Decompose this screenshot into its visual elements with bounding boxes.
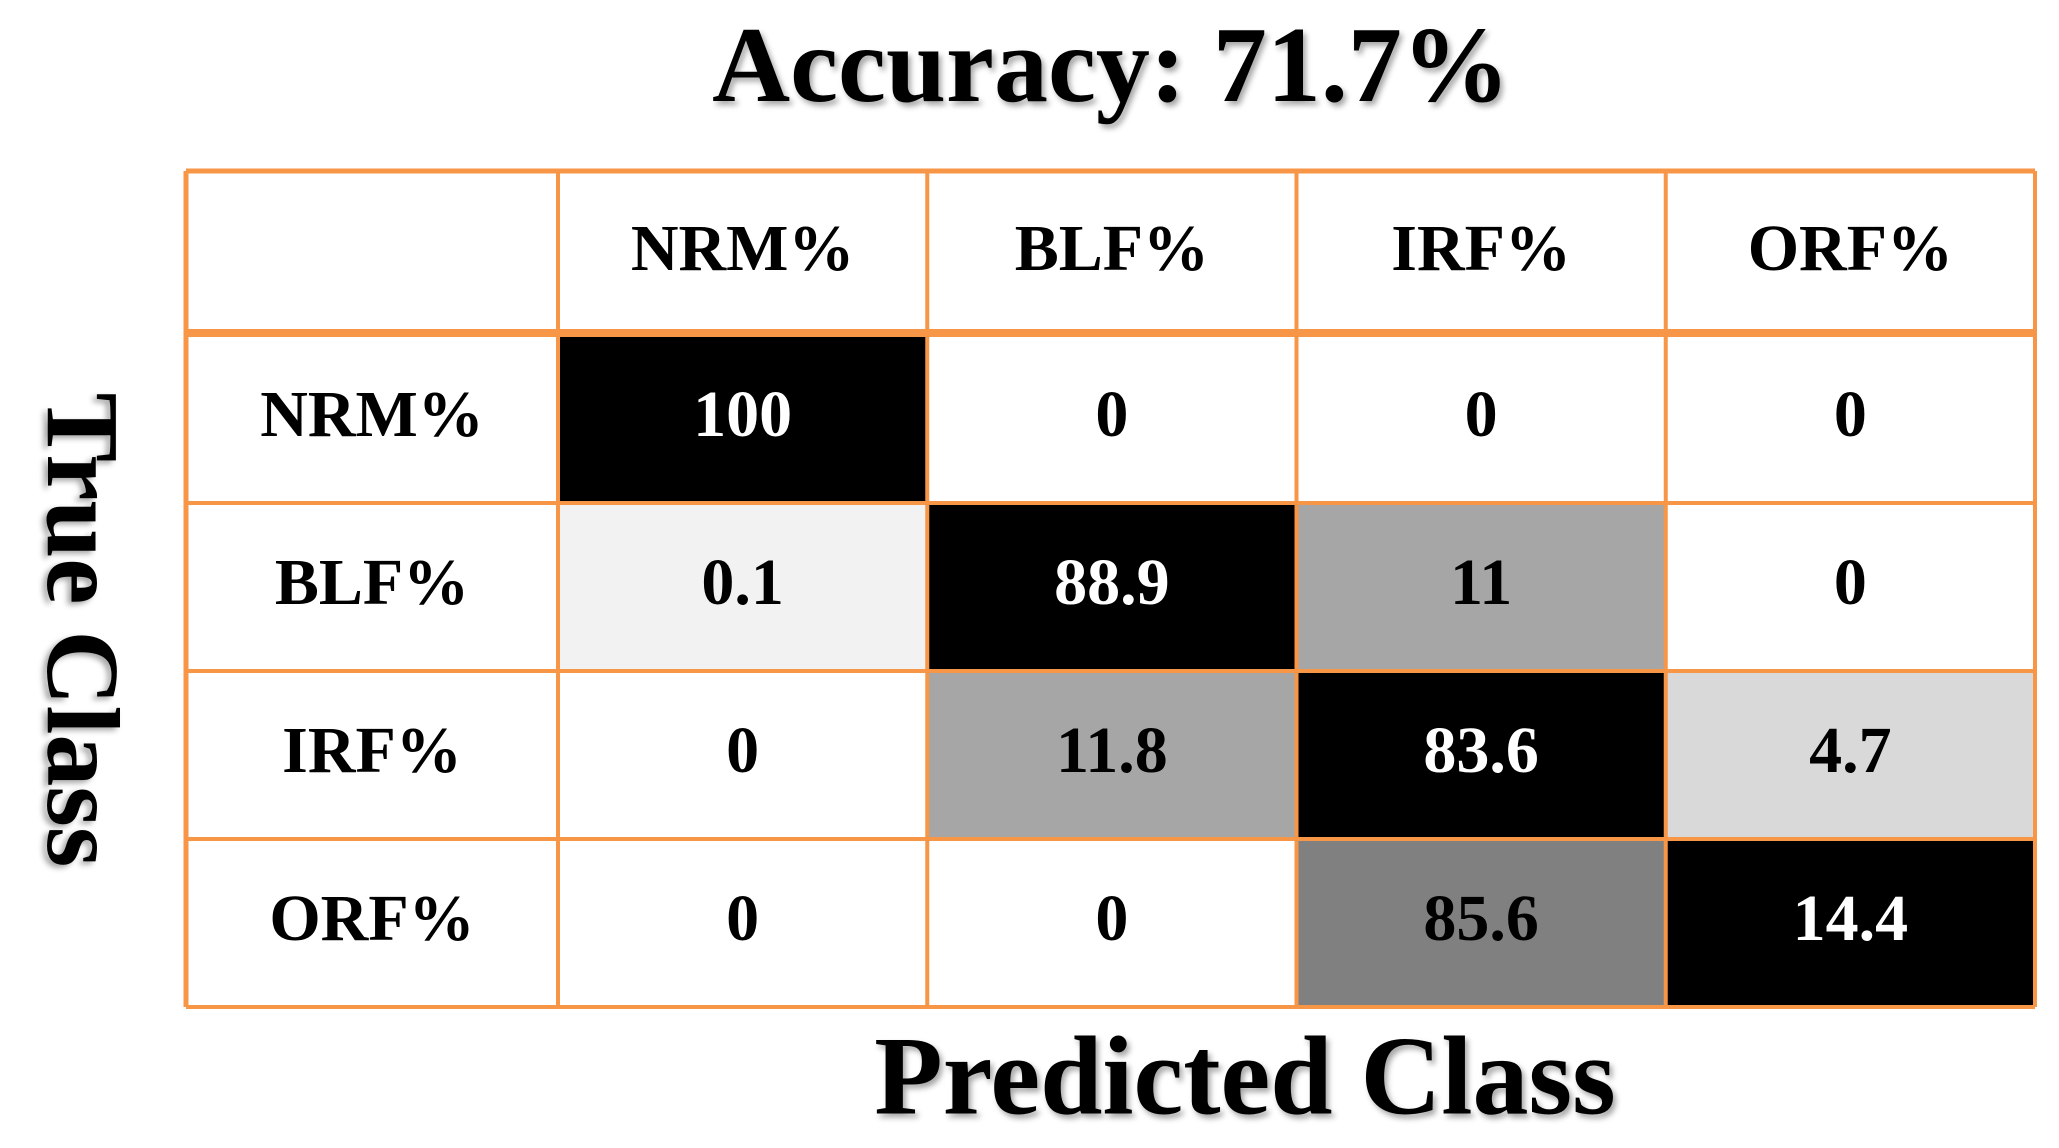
row-header: NRM% [260,378,484,451]
column-header: IRF% [1391,212,1571,285]
cell [1665,503,2035,671]
cell-label: 0 [726,882,759,955]
y-axis-label: True Class [25,393,140,868]
column-header: ORF% [1748,212,1953,285]
cell [927,839,1297,1007]
cell-label: 0 [1834,546,1867,619]
x-axis-label: Predicted Class [874,1015,1615,1139]
cell-label: 88.9 [1054,546,1170,619]
cell-label: 83.6 [1423,714,1539,787]
cell-label: 4.7 [1809,714,1892,787]
cell-label: 0 [1834,378,1867,451]
cell [1665,839,2035,1007]
cell [927,503,1297,671]
cell [1296,503,1666,671]
row-header: ORF% [269,882,474,955]
cell [558,503,928,671]
cell [1296,839,1666,1007]
column-header: NRM% [631,212,855,285]
column-header: BLF% [1015,212,1209,285]
cell-label: 11 [1450,546,1512,619]
cell-label: 0 [1095,378,1128,451]
cell [1296,335,1666,503]
cell [558,671,928,839]
cell-label: 0.1 [701,546,784,619]
row-header: IRF% [282,714,462,787]
cell [558,335,928,503]
cell-label: 14.4 [1793,882,1909,955]
cell [927,335,1297,503]
cell-label: 11.8 [1056,714,1168,787]
cell [558,839,928,1007]
cell [1665,335,2035,503]
cell-label: 0 [726,714,759,787]
cell [927,671,1297,839]
cell-label: 0 [1465,378,1498,451]
cell [1665,671,2035,839]
cell-label: 100 [693,378,792,451]
cell-label: 85.6 [1423,882,1539,955]
cell [1296,671,1666,839]
row-header: BLF% [275,546,469,619]
matrix: 100 0 0 0 0.1 88.9 11 0 0 11.8 83.6 4.7 0 0 85.6 14.4 NR… [183,168,2037,1009]
cell-label: 0 [1095,882,1128,955]
chart-title: Accuracy: 71.7% [712,6,1510,125]
